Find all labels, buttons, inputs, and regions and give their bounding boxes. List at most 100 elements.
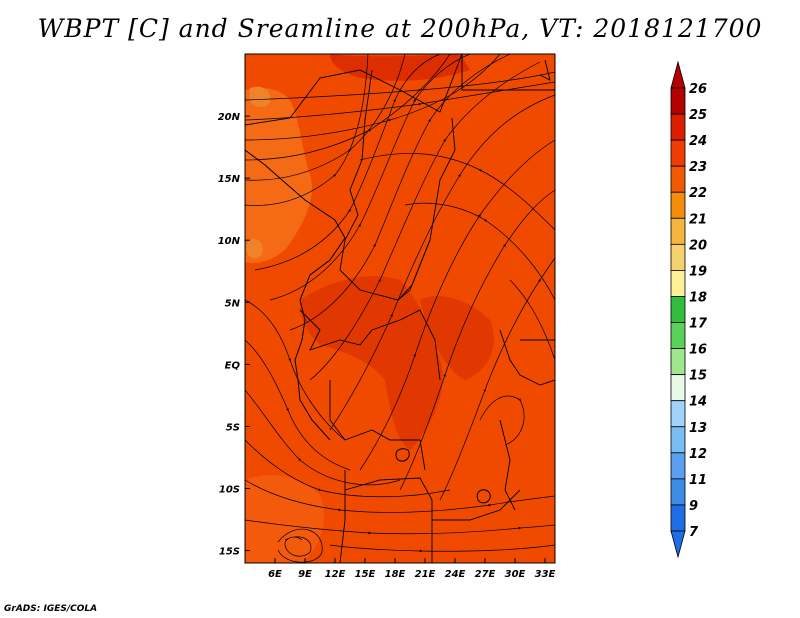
cool-region-southwest <box>245 475 324 563</box>
colorbar-swatch <box>670 322 686 349</box>
cool-region-west <box>245 88 312 264</box>
colorbar-swatch <box>670 400 686 428</box>
cool-spot-west <box>246 238 264 259</box>
x-tick-label: 9E <box>298 569 312 580</box>
y-tick-label: 10S <box>219 485 240 496</box>
plot-frame <box>244 53 556 564</box>
colorbar-label: 13 <box>689 421 707 436</box>
colorbar-swatch <box>670 296 686 323</box>
colorbar-label: 23 <box>689 160 707 175</box>
x-tick-label: 12E <box>325 569 346 580</box>
border <box>339 470 346 563</box>
x-tick-label: 24E <box>445 569 466 580</box>
colorbar-label: 15 <box>689 369 707 384</box>
map-title: WBPT [C] and Sreamline at 200hPa, VT: 20… <box>37 14 763 43</box>
x-tick-label: 18E <box>385 569 406 580</box>
colorbar-bottom-arrow <box>670 530 686 559</box>
streamline <box>404 202 555 301</box>
colorbar-label: 22 <box>689 186 707 201</box>
x-axis: 6E 9E 12E 15E 18E 21E 24E 27E 30E 33E <box>268 558 556 580</box>
streamline <box>439 257 555 501</box>
streamline <box>509 279 555 361</box>
colorbar: 26 25 24 23 22 21 20 19 18 17 16 15 14 13 12 11 9 7 <box>670 60 708 559</box>
streamline <box>245 519 555 535</box>
colorbar-swatch <box>670 478 686 506</box>
y-tick-label: 10N <box>218 236 241 247</box>
colorbar-swatch <box>670 374 686 402</box>
colorbar-swatch <box>670 348 686 376</box>
colorbar-swatch <box>670 270 686 297</box>
colorbar-label: 21 <box>689 212 707 227</box>
streamline <box>245 389 401 486</box>
streamline <box>284 536 312 557</box>
border <box>329 380 426 471</box>
colorbar-label: 20 <box>689 238 707 253</box>
coastline-west <box>245 149 346 441</box>
colorbar-swatch <box>670 87 686 115</box>
colorbar-label: 18 <box>689 290 707 305</box>
x-tick-label: 30E <box>505 569 526 580</box>
colorbar-label: 24 <box>689 134 707 149</box>
y-tick-label: 5N <box>225 298 241 309</box>
lake <box>395 448 410 462</box>
colorbar-swatch <box>670 165 686 193</box>
border <box>499 329 555 386</box>
border <box>339 239 431 301</box>
country-borders <box>245 54 555 563</box>
coastline <box>245 149 491 504</box>
border <box>299 309 361 351</box>
border <box>461 54 555 91</box>
y-tick-label: 20N <box>218 112 241 123</box>
streamline <box>359 153 555 231</box>
streamline <box>245 299 346 441</box>
x-tick-label: 6E <box>268 569 282 580</box>
colorbar-swatch <box>670 504 686 532</box>
colorbar-label: 19 <box>689 264 707 279</box>
border <box>397 117 456 301</box>
colorbar-label: 25 <box>689 108 707 123</box>
warm-core-central <box>299 276 443 450</box>
colorbar-swatch <box>670 217 686 245</box>
border <box>245 54 463 126</box>
border <box>499 419 516 511</box>
colorbar-swatch <box>670 452 686 480</box>
colorbar-swatch <box>670 139 686 167</box>
streamline <box>245 339 351 471</box>
border <box>339 69 373 271</box>
colorbar-label: 14 <box>689 395 707 410</box>
x-tick-label: 27E <box>475 569 496 580</box>
colorbar-label: 16 <box>689 343 707 358</box>
lake <box>476 489 491 504</box>
colorbar-label: 9 <box>689 499 698 514</box>
streamline <box>479 395 525 446</box>
y-tick-label: 15N <box>218 174 241 185</box>
colorbar-label: 7 <box>689 525 699 540</box>
colorbar-label: 17 <box>689 317 708 332</box>
border <box>539 59 551 81</box>
footer-credit: GrADS: IGES/COLA <box>4 604 98 614</box>
colorbar-label: 11 <box>689 473 707 488</box>
streamlines <box>245 54 555 563</box>
colorbar-swatch <box>670 426 686 454</box>
plot-area <box>245 54 555 563</box>
cool-spot-northwest <box>249 86 271 108</box>
colorbar-label: 26 <box>689 82 707 97</box>
colorbar-swatch <box>670 113 686 141</box>
colorbar-swatch <box>670 191 686 219</box>
y-tick-label: 15S <box>219 547 240 558</box>
x-tick-label: 15E <box>355 569 376 580</box>
border <box>359 309 441 381</box>
colorbar-swatch <box>670 243 686 271</box>
streamline <box>245 439 451 498</box>
x-tick-label: 21E <box>415 569 436 580</box>
streamline <box>277 528 323 563</box>
streamline <box>245 479 555 513</box>
streamline <box>329 544 555 553</box>
border <box>344 477 433 563</box>
streamline <box>359 139 555 471</box>
y-tick-label: EQ <box>225 360 241 371</box>
y-axis: 20N 15N 10N 5N EQ 5S 10S 15S <box>218 112 250 558</box>
y-tick-label: 5S <box>226 422 240 433</box>
colorbar-label: 12 <box>689 447 707 462</box>
